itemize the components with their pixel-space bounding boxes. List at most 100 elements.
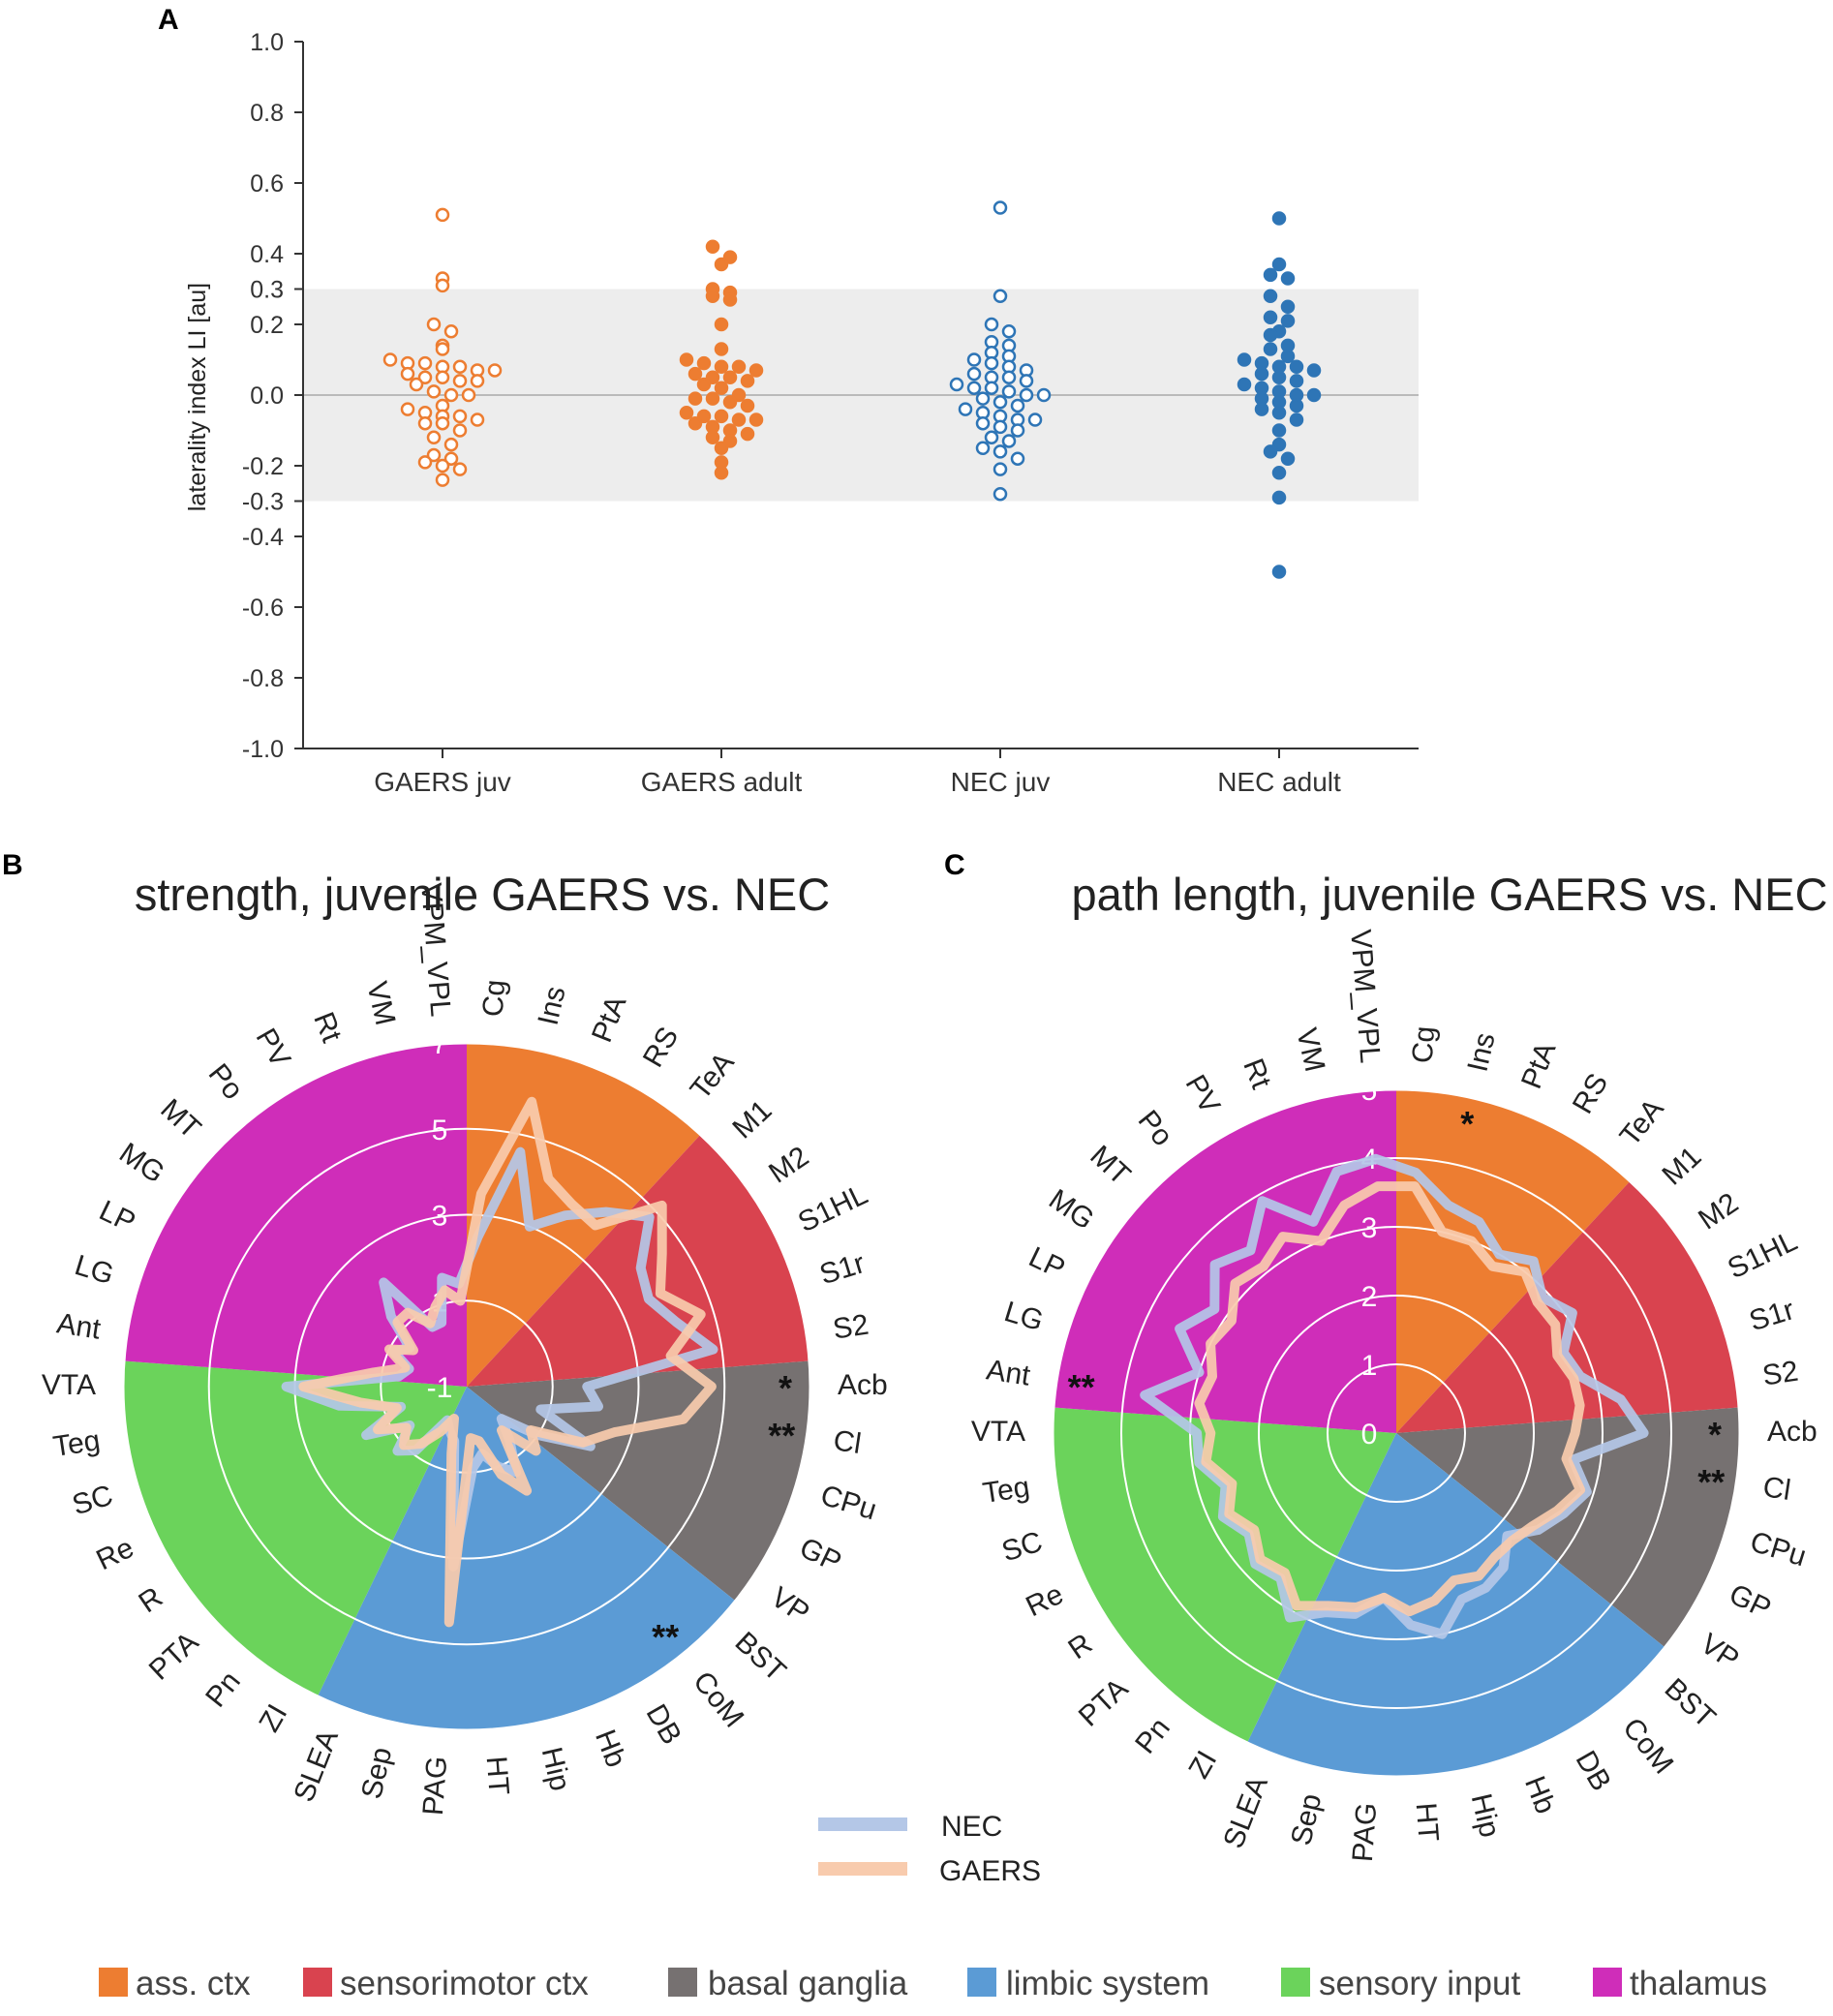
data-point-gaers-juv (417, 455, 433, 470)
significance-mark-acb: * (779, 1368, 792, 1408)
data-point-gaers-juv (417, 415, 433, 431)
data-point-gaers-juv (452, 359, 468, 375)
data-point-nec-adult (1263, 267, 1278, 283)
spoke-label-cl: Cl (1760, 1471, 1792, 1507)
data-point-gaers-adult (722, 434, 738, 448)
data-point-gaers-juv (470, 412, 485, 427)
spoke-label-ht: HT (480, 1756, 515, 1796)
data-point-nec-adult (1289, 412, 1304, 427)
data-point-gaers-juv (426, 384, 442, 399)
data-point-gaers-adult (722, 292, 738, 307)
spoke-label-db: DB (640, 1699, 687, 1751)
spoke-label-rt: Rt (1237, 1054, 1277, 1094)
data-point-nec-juv (966, 366, 982, 382)
region-limbic-system-swatch (967, 1968, 996, 1997)
spoke-label-s1r: S1r (816, 1247, 869, 1291)
data-point-nec-adult (1254, 366, 1269, 382)
spoke-label-com: CoM (1616, 1712, 1679, 1780)
data-point-nec-juv (975, 391, 991, 406)
spoke-label-pn: Pn (199, 1665, 247, 1713)
data-point-gaers-adult (679, 352, 694, 367)
data-point-nec-adult (1280, 349, 1296, 364)
data-point-gaers-adult (687, 415, 703, 431)
data-point-nec-adult (1271, 466, 1287, 480)
ring-circle (1327, 1363, 1466, 1503)
panel-b-title: strength, juvenile GAERS vs. NEC (135, 869, 830, 920)
region-sensorimotor-ctx-swatch (303, 1968, 332, 1997)
spoke-label-zi: ZI (253, 1699, 293, 1738)
spoke-label-pv: PV (1179, 1070, 1227, 1119)
spoke-label-m1: M1 (726, 1094, 778, 1145)
region-sensorimotor-ctx-label: sensorimotor ctx (340, 1965, 589, 2002)
outer-ring (121, 1041, 812, 1732)
data-point-gaers-adult (748, 412, 764, 427)
y-tick-label: 0.6 (250, 170, 284, 198)
region-sensory-input-label: sensory input (1319, 1965, 1520, 2002)
legend-nec-label: NEC (941, 1811, 1002, 1843)
spoke-label-slea: SLEA (288, 1726, 345, 1806)
data-point-gaers-juv (452, 462, 468, 476)
significance-mark-com: ** (652, 1617, 679, 1657)
spoke-label-hb: Hb (1518, 1772, 1562, 1818)
sector-limbic-system (317, 1387, 736, 1730)
spoke-label-pta: PTA (143, 1626, 205, 1686)
spoke-label-zi: ZI (1182, 1746, 1223, 1785)
spoke-label-vp: VP (1695, 1628, 1745, 1676)
panel-a-scatter: A 1.0 0.8 0.6 0.4 0.3 0.2 0.0 -0.2 -0.3 -0.4 -0.6 -… (158, 4, 1419, 797)
sector-basal-ganglia (1396, 1407, 1740, 1648)
spoke-label-ins: Ins (533, 984, 572, 1028)
data-point-nec-adult (1280, 299, 1296, 314)
data-point-nec-juv (984, 355, 999, 371)
ring-label: 3 (432, 1201, 448, 1233)
series-line-gaers (1194, 1181, 1585, 1617)
spoke-label-cpu: CPu (817, 1480, 880, 1527)
region-limbic-system-label: limbic system (1006, 1965, 1209, 2002)
spoke-label-db: DB (1570, 1746, 1617, 1797)
significance-mark-ant: ** (1068, 1367, 1095, 1407)
spoke-label-cg: Cg (1407, 1024, 1442, 1064)
data-point-nec-juv (1010, 423, 1025, 438)
panel-c-radar: C path length, juvenile GAERS vs. NEC 0 1… (944, 849, 1828, 1863)
data-point-gaers-adult (740, 398, 755, 413)
spoke-label-po: Po (1132, 1105, 1179, 1152)
spoke-label-bst: BST (1659, 1672, 1722, 1734)
region-thalamus-swatch (1593, 1968, 1622, 1997)
data-point-gaers-juv (435, 278, 450, 293)
region-ass-ctx-swatch (99, 1968, 128, 1997)
data-point-nec-adult (1271, 490, 1287, 505)
significance-mark-cl: ** (768, 1416, 795, 1455)
x-tick-label: GAERS adult (641, 767, 803, 797)
panel-c-title: path length, juvenile GAERS vs. NEC (1071, 869, 1827, 920)
spoke-label-cpu: CPu (1747, 1526, 1810, 1573)
data-point-gaers-juv (435, 342, 450, 356)
data-point-gaers-juv (452, 423, 468, 438)
data-point-nec-adult (1263, 310, 1278, 324)
data-point-gaers-juv (443, 387, 459, 403)
data-point-gaers-adult (705, 289, 720, 304)
data-point-gaers-adult (714, 409, 729, 424)
data-point-gaers-juv (435, 415, 450, 431)
spoke-label-mg: MG (1043, 1183, 1100, 1236)
y-tick-label: -1.0 (242, 736, 284, 763)
data-point-gaers-adult (705, 370, 720, 384)
data-point-nec-juv (1001, 370, 1017, 384)
data-point-nec-adult (1237, 377, 1252, 392)
region-ass-ctx-label: ass. ctx (136, 1965, 251, 2002)
data-point-gaers-juv (426, 447, 442, 463)
data-point-nec-adult (1271, 211, 1287, 226)
spoke-label-pta: PtA (1515, 1038, 1562, 1093)
data-point-nec-adult (1289, 359, 1304, 375)
y-tick-label: -0.2 (242, 453, 284, 480)
y-tick-label: 0.0 (250, 382, 284, 410)
spoke-label-hb: Hb (589, 1726, 632, 1772)
ring-circle (1120, 1157, 1672, 1709)
spoke-label-vpm-vpl: VPM_VPL (1344, 929, 1386, 1064)
data-point-nec-adult (1289, 398, 1304, 413)
spoke-label-sc: SC (998, 1526, 1047, 1569)
data-point-nec-adult (1271, 370, 1287, 384)
data-point-gaers-adult (696, 377, 712, 392)
data-point-nec-juv (966, 352, 982, 367)
